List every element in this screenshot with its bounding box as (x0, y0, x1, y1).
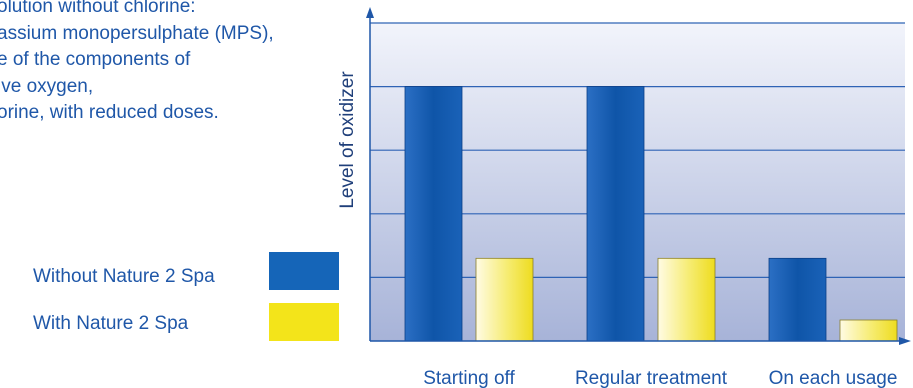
legend-swatch-without (269, 252, 339, 290)
legend-label-without: Without Nature 2 Spa (33, 266, 215, 287)
x-tick-label: Starting off (423, 368, 515, 388)
description-text: olution without chlorine: assium monoper… (0, 0, 274, 127)
bar-with-3 (839, 319, 898, 342)
description-line-5: orine, with reduced doses. (0, 102, 219, 123)
bar-with-1 (475, 257, 534, 342)
y-axis-title: Level of oxidizer (337, 71, 358, 209)
description-line-4: ive oxygen, (0, 75, 94, 97)
description-line-2: assium monopersulphate (MPS), (0, 22, 274, 44)
bar-without-2 (586, 86, 645, 342)
y-axis-arrow-icon (366, 7, 374, 18)
legend-swatch-with (269, 303, 339, 341)
x-tick-label: On each usage (769, 368, 898, 388)
x-axis-arrow-icon (899, 337, 911, 345)
category-labels: Starting off Regular treatment On each usa… (423, 368, 897, 388)
description-line-1: olution without chlorine: (0, 0, 196, 17)
description-line-3: e of the components of (0, 49, 191, 70)
x-tick-label: Regular treatment (575, 368, 728, 388)
bar-without-3 (768, 257, 827, 342)
legend-label-with: With Nature 2 Spa (33, 313, 189, 334)
bars (404, 86, 898, 342)
bar-without-1 (404, 86, 463, 342)
bar-with-2 (657, 257, 716, 342)
